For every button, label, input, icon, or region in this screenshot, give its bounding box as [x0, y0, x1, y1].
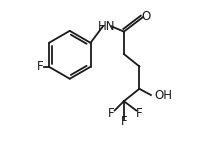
Text: F: F [37, 60, 44, 73]
Text: O: O [142, 10, 151, 23]
Text: F: F [121, 115, 127, 128]
Text: F: F [108, 107, 115, 120]
Text: HN: HN [98, 20, 116, 33]
Text: OH: OH [155, 88, 173, 102]
Text: F: F [136, 107, 143, 120]
